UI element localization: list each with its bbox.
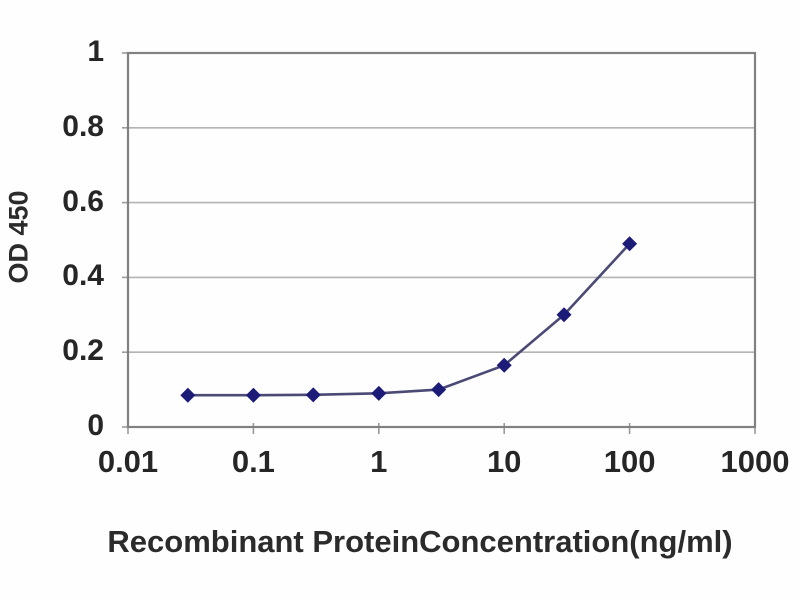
x-tick-label: 0.01 — [97, 444, 159, 479]
data-point-marker — [431, 382, 447, 398]
y-axis-title: OD 450 — [3, 190, 34, 284]
y-tick-label: 0.8 — [62, 109, 104, 143]
data-point-marker — [305, 387, 321, 403]
x-axis-title: Recombinant ProteinConcentration(ng/ml) — [107, 524, 733, 559]
x-tick-label: 100 — [603, 444, 656, 479]
data-point-marker — [245, 387, 261, 403]
series-line — [187, 242, 631, 397]
y-tick-label: 0.6 — [62, 184, 104, 218]
x-tick-label: 10 — [486, 444, 522, 479]
data-point-marker — [180, 387, 196, 403]
x-tick-label: 1 — [370, 444, 388, 479]
data-point-marker — [371, 385, 387, 401]
y-tick-label: 0.4 — [62, 259, 104, 293]
x-tick-label: 0.1 — [231, 444, 275, 479]
y-tick-label: 0.2 — [62, 334, 104, 368]
y-tick-label: 0 — [87, 409, 104, 442]
data-point-marker — [622, 236, 638, 252]
plot-frame — [126, 51, 757, 429]
x-tick-label: 1000 — [720, 444, 790, 479]
data-point-marker — [496, 357, 512, 373]
y-tick-label: 1 — [87, 35, 104, 68]
data-point-marker — [556, 307, 572, 323]
